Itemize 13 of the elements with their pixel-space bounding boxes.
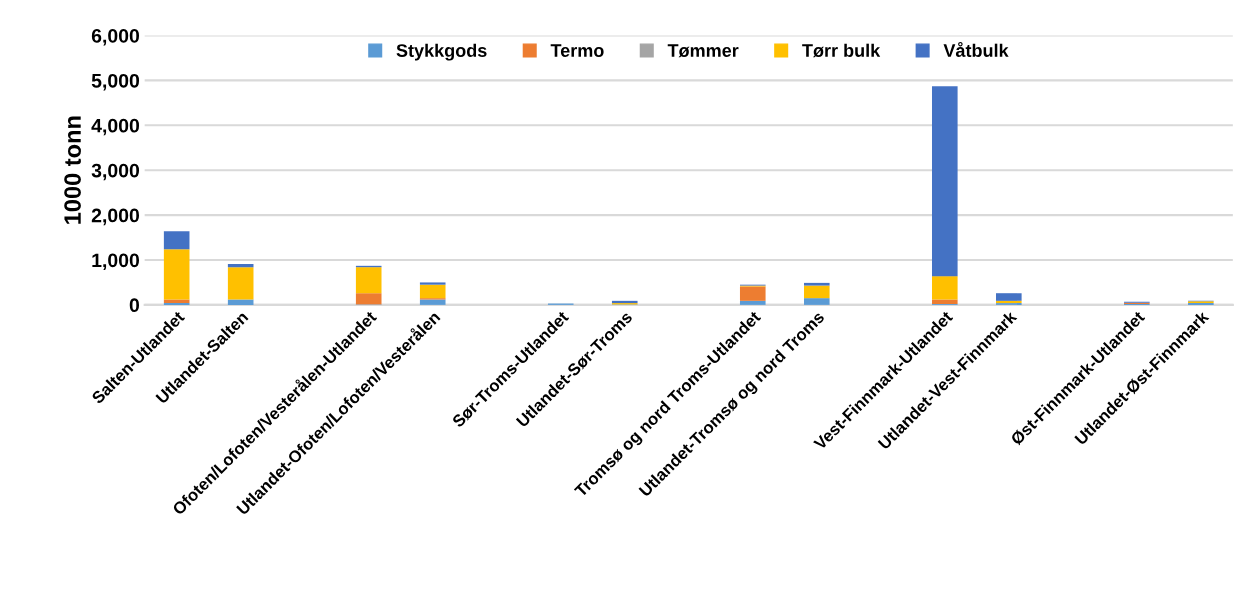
- y-tick-label: 0: [129, 298, 140, 313]
- legend-label: Stykkgods: [396, 43, 487, 61]
- y-axis-title: 1000 tonn: [64, 116, 81, 224]
- y-tick-label: 2,000: [91, 208, 140, 226]
- y-tick-label: 5,000: [91, 73, 140, 91]
- legend-label: Våtbulk: [943, 41, 1009, 57]
- legend-label: Termo: [550, 44, 604, 57]
- y-tick-label: 4,000: [91, 118, 140, 136]
- y-tick-label: 1,000: [92, 253, 140, 271]
- legend-label: Tørr bulk: [802, 43, 881, 58]
- legend-label: Tømmer: [667, 44, 739, 58]
- y-tick-label: 3,000: [91, 163, 140, 181]
- y-tick-label: 6,000: [91, 28, 140, 46]
